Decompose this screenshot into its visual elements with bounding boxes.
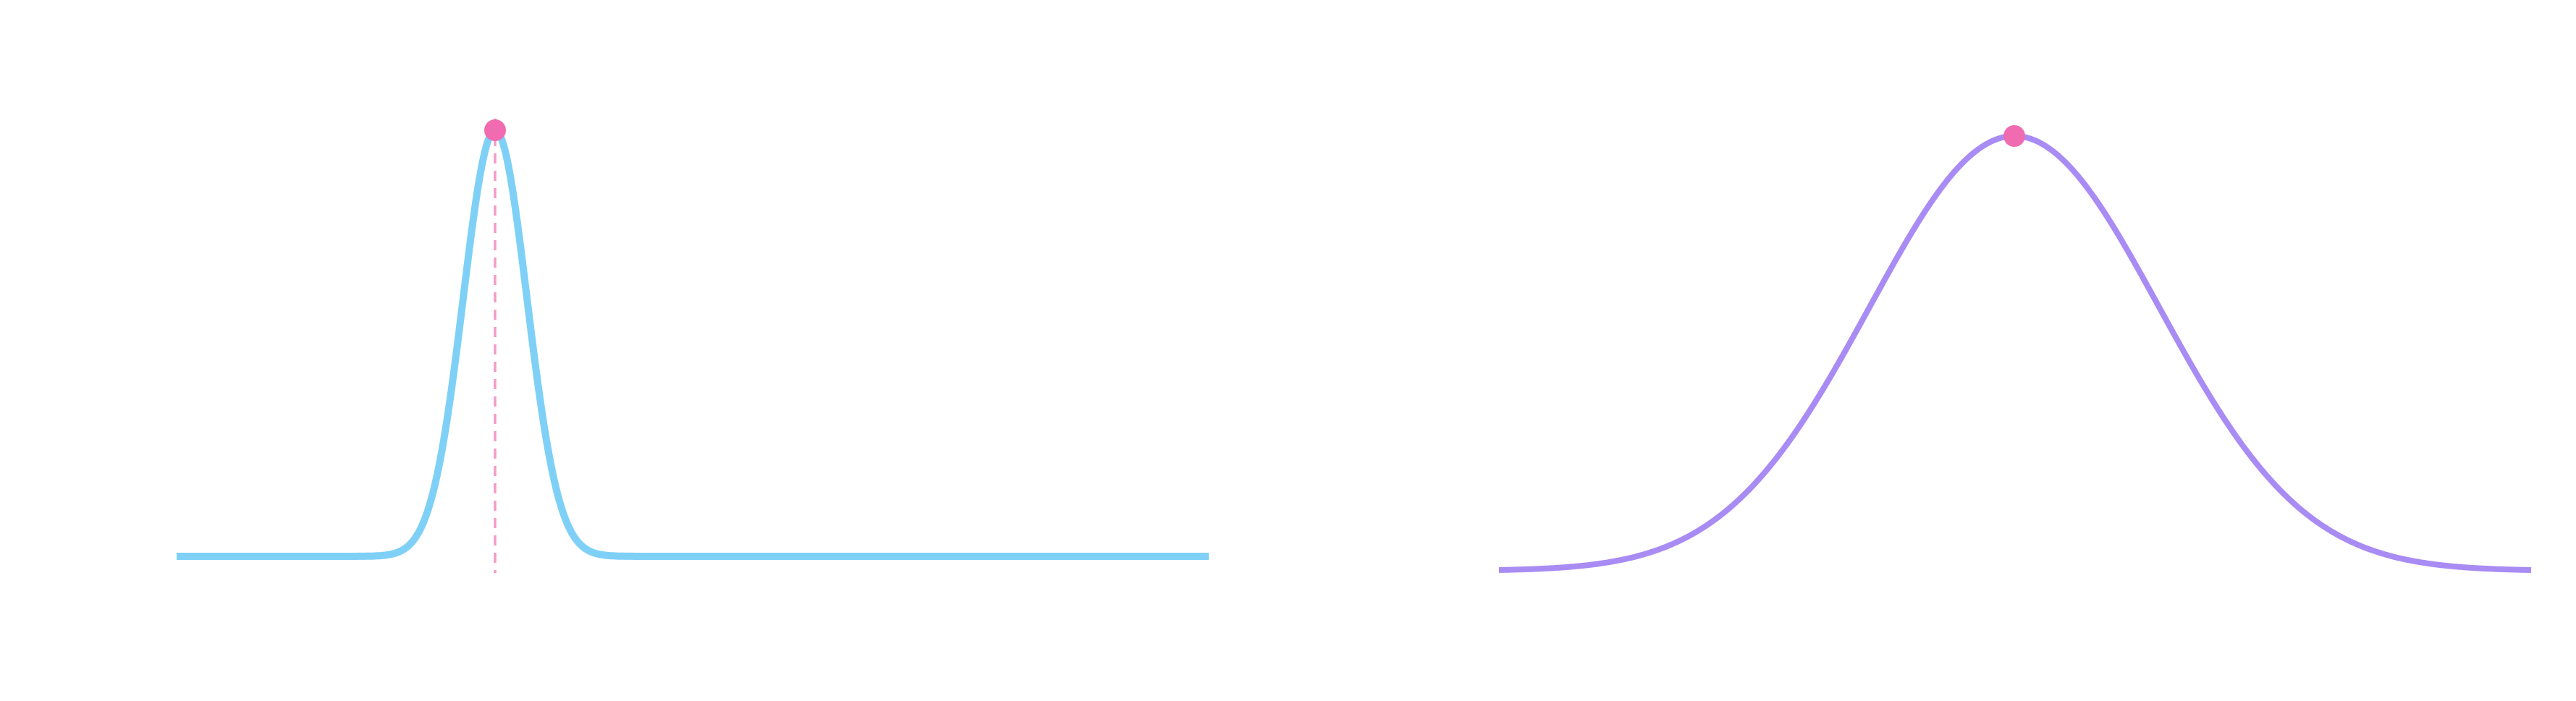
peak-marker: [484, 119, 506, 141]
left-panel: [174, 119, 1211, 573]
right-panel: [1498, 125, 2533, 573]
narrow-curve: [174, 127, 1211, 560]
wide-curve: [1498, 133, 2533, 573]
peak-marker: [2003, 125, 2025, 147]
